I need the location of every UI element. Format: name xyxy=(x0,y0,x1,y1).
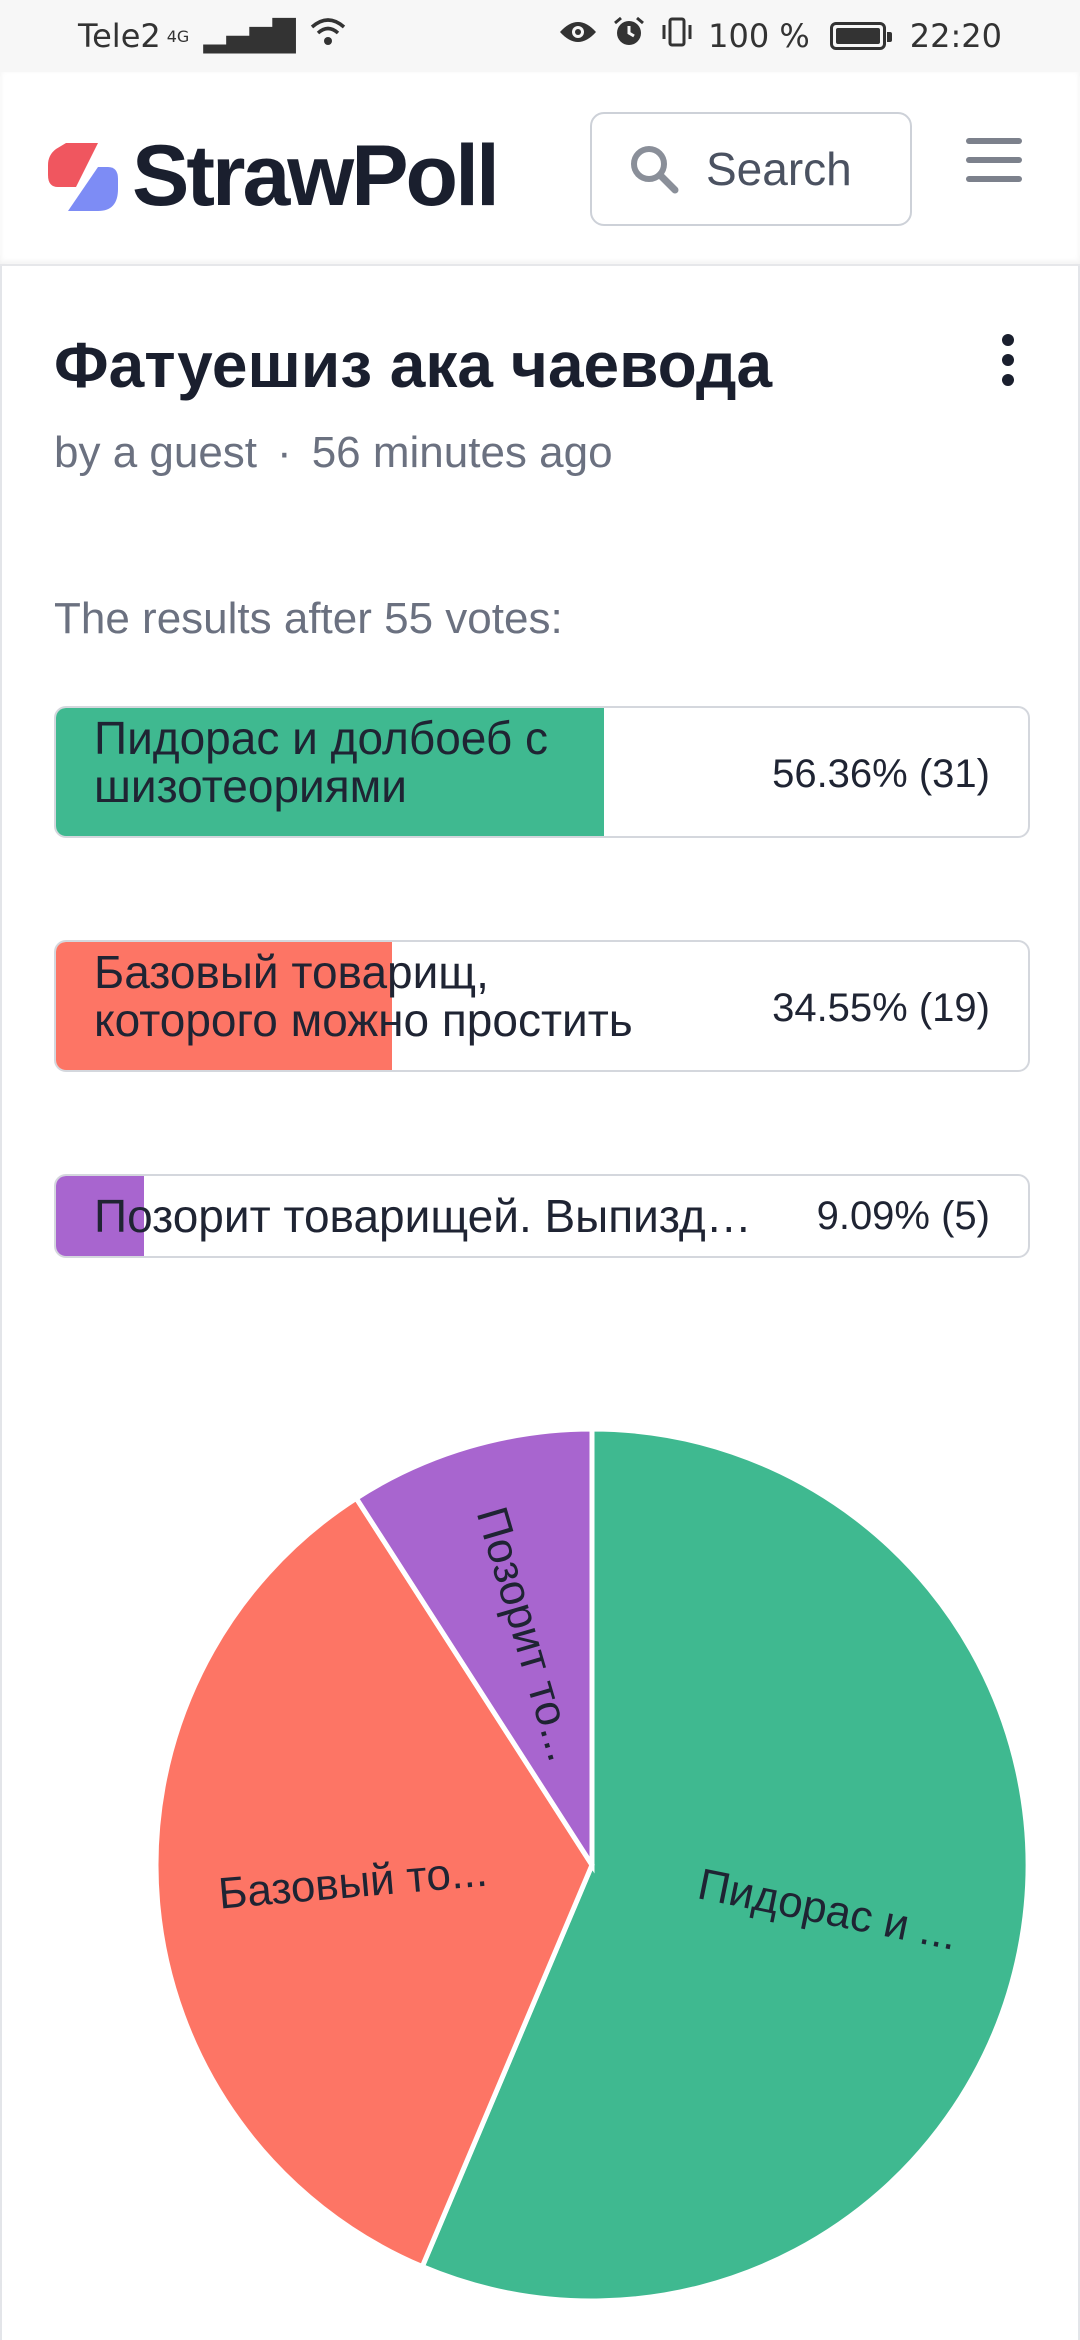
clock: 22:20 xyxy=(909,17,1002,55)
poll-time-ago: 56 minutes ago xyxy=(311,428,613,477)
pie-slice xyxy=(419,1426,1031,2304)
logo-text: StrawPoll xyxy=(132,128,500,224)
result-bar-fill xyxy=(56,942,392,1070)
search-input[interactable] xyxy=(706,142,906,196)
eye-icon xyxy=(558,18,598,54)
network-type: 4G xyxy=(166,26,190,46)
results-pie-chart: Пидорас и ...Базовый то...Позорит то... xyxy=(153,1426,1031,2304)
poll-author: by a guest xyxy=(54,428,258,477)
search-icon xyxy=(631,146,679,194)
result-bar-fill xyxy=(56,708,604,836)
site-header: StrawPoll xyxy=(0,72,1080,266)
alarm-icon xyxy=(612,15,646,57)
battery-icon xyxy=(829,22,892,50)
search-box[interactable] xyxy=(590,112,912,226)
result-option: Пидорас и долбоеб с шизотеориями 56.36% … xyxy=(54,706,1030,838)
poll-card: Фатуешиз ака чаевода by a guest · 56 min… xyxy=(0,266,1080,2340)
option-percent: 9.09% (5) xyxy=(816,1194,990,1238)
option-label: Позорит товарищей. Выпиздить xyxy=(94,1190,774,1242)
pie-slice xyxy=(352,1426,595,1874)
logo-mark-icon xyxy=(46,141,120,213)
option-percent: 34.55% (19) xyxy=(772,986,990,1030)
carrier-label: Tele2 xyxy=(78,17,161,55)
vibrate-icon xyxy=(660,15,694,57)
option-label: Пидорас и долбоеб с шизотеориями xyxy=(94,712,548,812)
battery-percent: 100 % xyxy=(708,17,810,55)
signal-icon: ▂▄▆█ xyxy=(203,18,296,54)
poll-meta: by a guest · 56 minutes ago xyxy=(54,428,613,478)
wifi-icon xyxy=(310,17,346,55)
results-heading: The results after 55 votes: xyxy=(54,594,563,643)
result-bar-fill xyxy=(56,1176,145,1256)
status-bar: Tele2 4G ▂▄▆█ 100 % 22:20 xyxy=(0,0,1080,72)
poll-title: Фатуешиз ака чаевода xyxy=(54,329,773,401)
result-option: Базовый товарищ, которого можно простить… xyxy=(54,940,1030,1072)
strawpoll-logo[interactable]: StrawPoll xyxy=(46,127,500,226)
option-label: Базовый товарищ, которого можно простить xyxy=(94,946,633,1046)
result-option: Позорит товарищей. Выпиздить 9.09% (5) xyxy=(54,1174,1030,1258)
option-percent: 56.36% (31) xyxy=(772,752,990,796)
hamburger-menu-icon[interactable] xyxy=(966,138,1026,198)
pie-slice xyxy=(153,1494,595,2270)
meta-separator: · xyxy=(277,428,292,477)
more-options-icon[interactable] xyxy=(997,334,1019,390)
